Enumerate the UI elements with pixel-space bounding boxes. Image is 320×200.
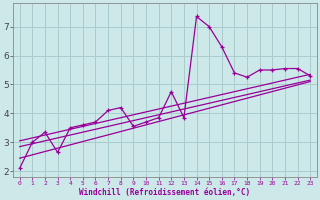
X-axis label: Windchill (Refroidissement éolien,°C): Windchill (Refroidissement éolien,°C) xyxy=(79,188,251,197)
